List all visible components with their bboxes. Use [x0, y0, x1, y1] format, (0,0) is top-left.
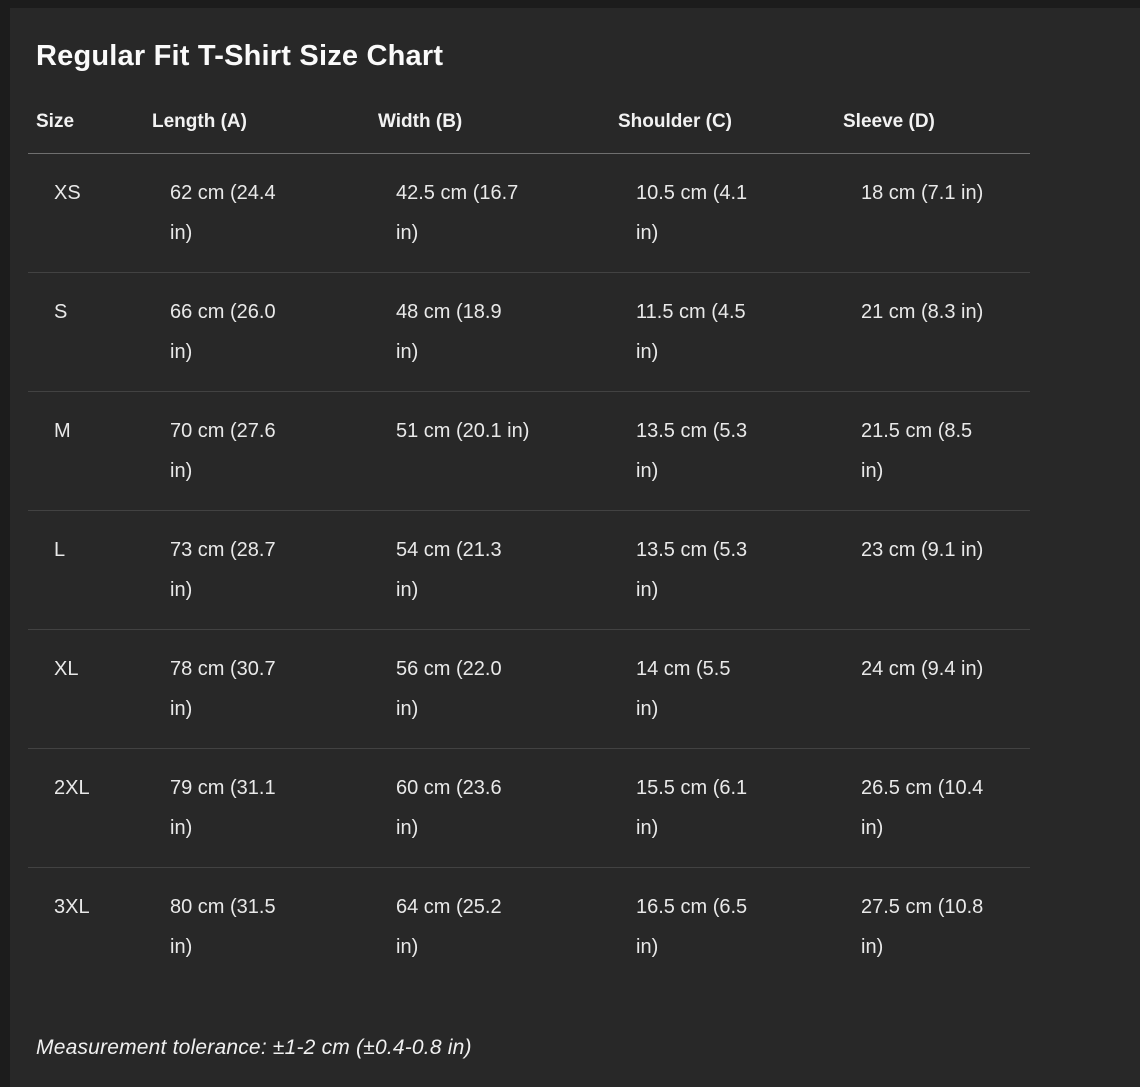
width-cell: 54 cm (21.3 in)	[396, 539, 502, 601]
shoulder-cell: 13.5 cm (5.3 in)	[636, 420, 748, 482]
column-header-sleeve: Sleeve (D)	[835, 73, 1030, 154]
page-title: Regular Fit T-Shirt Size Chart	[36, 40, 444, 72]
sleeve-cell: 21 cm (8.3 in)	[861, 301, 984, 323]
shoulder-cell: 15.5 cm (6.1 in)	[636, 777, 748, 839]
length-cell: 66 cm (26.0 in)	[170, 301, 276, 363]
table-row: L 73 cm (28.7 in) 54 cm (21.3 in) 13.5 c…	[28, 511, 1030, 630]
column-header-size: Size	[28, 73, 144, 154]
width-cell: 51 cm (20.1 in)	[396, 420, 530, 442]
size-chart-panel: Regular Fit T-Shirt Size Chart Size Leng…	[10, 8, 1140, 1087]
shoulder-cell: 11.5 cm (4.5 in)	[636, 301, 746, 363]
sleeve-cell: 18 cm (7.1 in)	[861, 182, 984, 204]
size-cell: L	[54, 539, 66, 561]
length-cell: 80 cm (31.5 in)	[170, 896, 276, 958]
size-cell: XS	[54, 182, 81, 204]
table-row: XL 78 cm (30.7 in) 56 cm (22.0 in) 14 cm…	[28, 630, 1030, 749]
table-body: XS 62 cm (24.4 in) 42.5 cm (16.7 in) 10.…	[28, 154, 1030, 987]
measurement-tolerance-note: Measurement tolerance: ±1-2 cm (±0.4-0.8…	[36, 1036, 472, 1059]
length-cell: 79 cm (31.1 in)	[170, 777, 276, 839]
size-cell: XL	[54, 658, 79, 680]
width-cell: 42.5 cm (16.7 in)	[396, 182, 519, 244]
size-chart-table: Size Length (A) Width (B) Shoulder (C) S…	[28, 73, 1030, 986]
sleeve-cell: 27.5 cm (10.8 in)	[861, 896, 984, 958]
column-header-length: Length (A)	[144, 73, 370, 154]
sleeve-cell: 26.5 cm (10.4 in)	[861, 777, 984, 839]
header-row: Size Length (A) Width (B) Shoulder (C) S…	[28, 73, 1030, 154]
column-header-width: Width (B)	[370, 73, 610, 154]
size-cell: M	[54, 420, 71, 442]
length-cell: 70 cm (27.6 in)	[170, 420, 276, 482]
length-cell: 73 cm (28.7 in)	[170, 539, 276, 601]
length-cell: 78 cm (30.7 in)	[170, 658, 276, 720]
shoulder-cell: 13.5 cm (5.3 in)	[636, 539, 748, 601]
table-row: S 66 cm (26.0 in) 48 cm (18.9 in) 11.5 c…	[28, 273, 1030, 392]
table-row: 2XL 79 cm (31.1 in) 60 cm (23.6 in) 15.5…	[28, 749, 1030, 868]
table-header: Size Length (A) Width (B) Shoulder (C) S…	[28, 73, 1030, 154]
width-cell: 60 cm (23.6 in)	[396, 777, 502, 839]
width-cell: 48 cm (18.9 in)	[396, 301, 502, 363]
table-row: XS 62 cm (24.4 in) 42.5 cm (16.7 in) 10.…	[28, 154, 1030, 273]
column-header-shoulder: Shoulder (C)	[610, 73, 835, 154]
sleeve-cell: 24 cm (9.4 in)	[861, 658, 984, 680]
table-row: M 70 cm (27.6 in) 51 cm (20.1 in) 13.5 c…	[28, 392, 1030, 511]
size-cell: 2XL	[54, 777, 90, 799]
size-cell: S	[54, 301, 68, 323]
sleeve-cell: 21.5 cm (8.5 in)	[861, 420, 973, 482]
shoulder-cell: 16.5 cm (6.5 in)	[636, 896, 748, 958]
table-row: 3XL 80 cm (31.5 in) 64 cm (25.2 in) 16.5…	[28, 868, 1030, 987]
length-cell: 62 cm (24.4 in)	[170, 182, 276, 244]
sleeve-cell: 23 cm (9.1 in)	[861, 539, 984, 561]
shoulder-cell: 14 cm (5.5 in)	[636, 658, 731, 720]
shoulder-cell: 10.5 cm (4.1 in)	[636, 182, 748, 244]
size-cell: 3XL	[54, 896, 90, 918]
width-cell: 64 cm (25.2 in)	[396, 896, 502, 958]
width-cell: 56 cm (22.0 in)	[396, 658, 502, 720]
